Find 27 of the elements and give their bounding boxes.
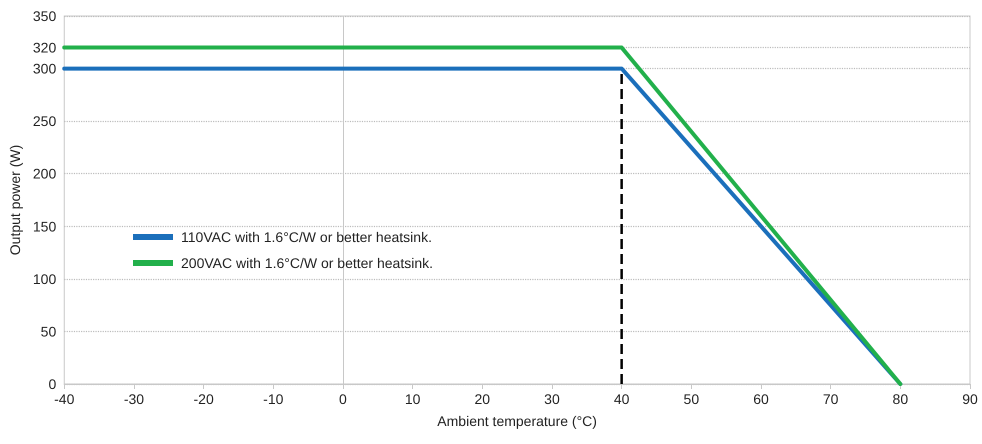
x-tick-label: -10	[263, 391, 284, 407]
x-tick-label: 20	[474, 391, 490, 407]
y-tick-label: 300	[32, 60, 56, 77]
x-tick-label: 80	[892, 391, 908, 407]
y-tick-label: 150	[32, 218, 56, 234]
x-tick-label: 50	[684, 391, 700, 407]
x-tick-label: 90	[962, 391, 978, 407]
x-tick-label: -20	[193, 391, 214, 407]
x-tick-label: 10	[404, 391, 421, 407]
y-tick-label: 200	[32, 166, 56, 182]
x-tick-label: 60	[753, 391, 769, 407]
y-tick-label: 250	[32, 113, 56, 130]
legend-label: 110VAC with 1.6°C/W or better heatsink.	[181, 229, 432, 245]
y-tick-label: 320	[32, 40, 56, 56]
y-axis-title: Output power (W)	[7, 144, 23, 256]
legend-label: 200VAC with 1.6°C/W or better heatsink.	[181, 255, 434, 271]
x-tick-label: 30	[544, 391, 560, 407]
y-tick-label: 100	[32, 270, 56, 287]
y-tick-label: 350	[32, 8, 56, 24]
x-tick-label: 40	[614, 391, 630, 407]
x-tick-label: 70	[822, 391, 839, 407]
x-tick-label: -30	[124, 391, 144, 407]
y-tick-label: 0	[48, 376, 56, 392]
x-axis-title: Ambient temperature (°C)	[437, 413, 597, 429]
x-tick-label: -40	[54, 391, 75, 407]
x-tick-label: 0	[339, 391, 348, 407]
y-tick-label: 50	[40, 323, 56, 340]
